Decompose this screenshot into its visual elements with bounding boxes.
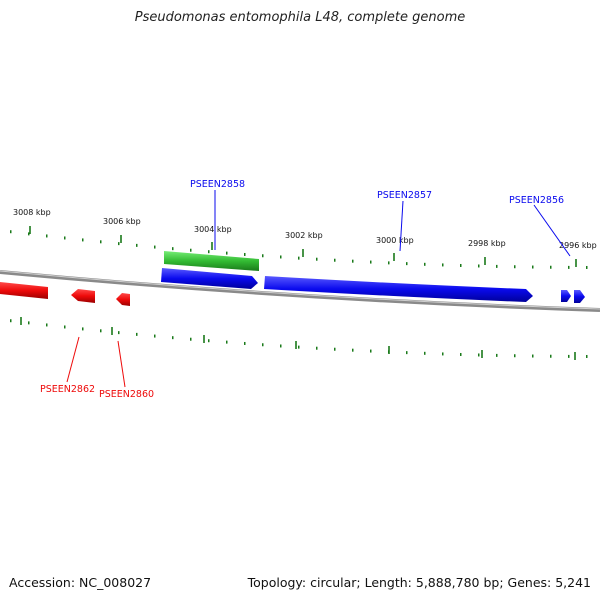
minor-tick — [244, 341, 246, 345]
minor-tick — [136, 243, 138, 247]
inner-scale-ticks — [10, 319, 588, 358]
minor-tick — [118, 242, 120, 246]
gene-label-pseen2856[interactable]: PSEEN2856 — [509, 195, 564, 206]
minor-tick — [190, 337, 192, 341]
feature-green[interactable] — [164, 251, 259, 271]
minor-tick — [154, 245, 156, 249]
genome-backbone-highlight — [0, 270, 600, 310]
minor-tick — [172, 247, 174, 251]
minor-tick — [514, 265, 516, 269]
minor-tick — [460, 263, 462, 267]
gene-label-pseen2860[interactable]: PSEEN2860 — [99, 389, 154, 400]
gene-label-pseen2858[interactable]: PSEEN2858 — [190, 179, 245, 190]
minor-tick — [334, 258, 336, 262]
gene-pseen2858[interactable] — [161, 268, 258, 289]
minor-tick — [424, 262, 426, 266]
minor-tick — [28, 321, 30, 325]
minor-tick — [154, 334, 156, 338]
minor-tick — [226, 340, 228, 344]
minor-tick — [64, 236, 66, 240]
minor-tick — [370, 349, 372, 353]
topology-text: Topology: circular; Length: 5,888,780 bp… — [247, 575, 591, 590]
minor-tick — [226, 251, 228, 255]
minor-tick — [586, 265, 588, 269]
minor-tick — [352, 259, 354, 263]
minor-tick — [478, 353, 480, 357]
minor-tick — [532, 265, 534, 269]
minor-tick — [100, 329, 102, 333]
minor-tick — [424, 351, 426, 355]
minor-tick — [316, 257, 318, 261]
minor-tick — [10, 230, 12, 234]
minor-tick — [442, 352, 444, 356]
minor-tick — [406, 262, 408, 266]
minor-tick — [568, 265, 570, 269]
minor-tick — [478, 264, 480, 268]
minor-tick — [388, 261, 390, 265]
gene-label-pseen2857[interactable]: PSEEN2857 — [377, 190, 432, 201]
scale-label-3004: 3004 kbp — [194, 225, 232, 234]
outer-scale-ticks — [10, 230, 588, 269]
minor-tick — [100, 240, 102, 244]
scale-label-3006: 3006 kbp — [103, 217, 141, 226]
minor-tick — [208, 250, 210, 254]
gene-pseen2857[interactable] — [264, 276, 533, 302]
label-leaders — [66, 190, 571, 388]
minor-tick — [298, 256, 300, 260]
map-title: Pseudomonas entomophila L48, complete ge… — [134, 10, 466, 25]
minor-tick — [118, 331, 120, 335]
genome-backbone — [0, 270, 600, 312]
minor-tick — [64, 325, 66, 329]
scale-label-2998: 2998 kbp — [468, 239, 506, 248]
minor-tick — [316, 346, 318, 350]
gene-pseen2856-a[interactable] — [561, 290, 571, 302]
minor-tick — [298, 345, 300, 349]
gene-pseen2856-b[interactable] — [574, 290, 585, 303]
minor-tick — [514, 354, 516, 358]
minor-tick — [172, 336, 174, 340]
minor-tick — [568, 354, 570, 358]
minor-tick — [136, 332, 138, 336]
minor-tick — [262, 343, 264, 347]
minor-tick — [46, 323, 48, 327]
minor-tick — [460, 352, 462, 356]
scale-label-3002: 3002 kbp — [285, 231, 323, 240]
minor-tick — [550, 354, 552, 358]
scale-label-3008: 3008 kbp — [13, 208, 51, 217]
minor-tick — [82, 327, 84, 331]
minor-tick — [334, 347, 336, 351]
scale-labels: 3008 kbp 3006 kbp 3004 kbp 3002 kbp 3000… — [13, 208, 597, 250]
scale-label-2996: 2996 kbp — [559, 241, 597, 250]
minor-tick — [10, 319, 12, 323]
gene-pseen2860[interactable] — [116, 293, 130, 306]
major-ticks — [20, 226, 577, 360]
minor-tick — [82, 238, 84, 242]
minor-tick — [190, 248, 192, 252]
minor-tick — [586, 354, 588, 358]
minor-tick — [550, 265, 552, 269]
minor-tick — [442, 263, 444, 267]
minor-tick — [496, 264, 498, 268]
minor-tick — [280, 255, 282, 259]
minor-tick — [370, 260, 372, 264]
gene-label-pseen2862[interactable]: PSEEN2862 — [40, 384, 95, 395]
minor-tick — [28, 232, 30, 236]
minor-tick — [46, 234, 48, 238]
minor-tick — [244, 252, 246, 256]
minor-tick — [262, 254, 264, 258]
accession-text: Accession: NC_008027 — [9, 575, 152, 590]
minor-tick — [280, 344, 282, 348]
minor-tick — [208, 339, 210, 343]
scale-label-3000: 3000 kbp — [376, 236, 414, 245]
minor-tick — [406, 351, 408, 355]
minor-tick — [532, 354, 534, 358]
minor-tick — [496, 353, 498, 357]
gene-pseen2862[interactable] — [71, 289, 95, 303]
minor-tick — [352, 348, 354, 352]
gene-red-left[interactable] — [0, 282, 48, 299]
